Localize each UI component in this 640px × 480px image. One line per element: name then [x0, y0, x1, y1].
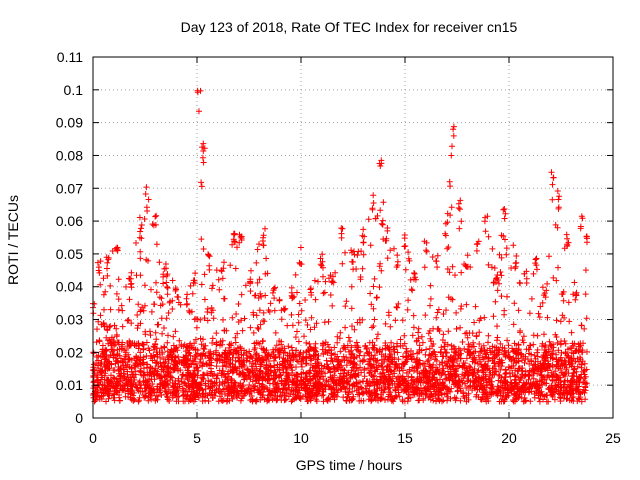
y-tick-label: 0.1	[64, 82, 84, 98]
chart-title: Day 123 of 2018, Rate Of TEC Index for r…	[181, 19, 518, 35]
y-tick-label: 0.07	[56, 180, 83, 196]
y-tick-label: 0.02	[56, 344, 83, 360]
x-tick-label: 20	[501, 430, 517, 446]
x-tick-label: 10	[293, 430, 309, 446]
axis-ticks	[92, 56, 614, 419]
x-tick-label: 0	[89, 430, 97, 446]
y-tick-label: 0.06	[56, 213, 83, 229]
y-tick-label: 0.08	[56, 147, 83, 163]
y-tick-label: 0.04	[56, 279, 83, 295]
y-tick-labels: 0 0.01 0.02 0.03 0.04 0.05 0.06 0.07 0.08 0.09 0.1…	[56, 49, 83, 426]
roti-series-markers	[90, 87, 590, 405]
plot-frame	[92, 56, 614, 419]
y-axis-label: ROTI / TECUs	[5, 195, 21, 285]
x-tick-label: 15	[397, 430, 413, 446]
y-tick-label: 0.09	[56, 115, 83, 131]
y-tick-label: 0.01	[56, 377, 83, 393]
y-tick-label: 0.05	[56, 246, 83, 262]
data-points	[90, 87, 590, 405]
y-tick-label: 0.03	[56, 312, 83, 328]
y-tick-label: 0	[75, 410, 83, 426]
x-tick-label: 5	[193, 430, 201, 446]
x-tick-label: 25	[605, 430, 621, 446]
y-tick-label: 0.11	[57, 49, 83, 65]
x-axis-label: GPS time / hours	[296, 457, 403, 473]
x-tick-labels: 0 5 10 15 20 25	[89, 430, 621, 446]
